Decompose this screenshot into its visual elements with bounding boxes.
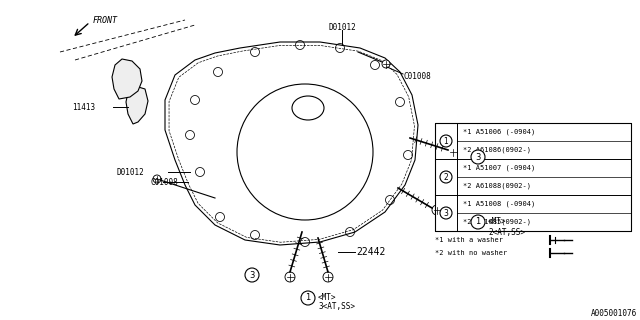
Circle shape — [153, 175, 161, 183]
Circle shape — [323, 272, 333, 282]
Text: C01008: C01008 — [403, 71, 431, 81]
Bar — [435, 123, 631, 231]
Circle shape — [382, 60, 390, 68]
Text: 11413: 11413 — [72, 102, 95, 111]
Circle shape — [440, 135, 452, 147]
Circle shape — [440, 207, 452, 219]
Text: FRONT: FRONT — [93, 15, 118, 25]
Text: *2 A61086(0902-): *2 A61086(0902-) — [463, 147, 531, 153]
Text: 2: 2 — [444, 172, 449, 181]
Text: <MT>: <MT> — [488, 218, 506, 227]
Text: 22442: 22442 — [356, 247, 385, 257]
Circle shape — [285, 272, 295, 282]
Text: D01012: D01012 — [328, 22, 356, 31]
Text: *2 A61085(0902-): *2 A61085(0902-) — [463, 219, 531, 225]
Polygon shape — [112, 59, 142, 99]
Text: *2 A61088(0902-): *2 A61088(0902-) — [463, 183, 531, 189]
Text: *1 with a washer: *1 with a washer — [435, 237, 503, 243]
Text: 3: 3 — [444, 209, 449, 218]
Text: *1 A51008 (-0904): *1 A51008 (-0904) — [463, 201, 535, 207]
Text: A005001076: A005001076 — [591, 309, 637, 318]
Text: 1: 1 — [444, 137, 449, 146]
Text: 3<AT,SS>: 3<AT,SS> — [318, 302, 355, 311]
Circle shape — [448, 147, 458, 157]
Text: 1: 1 — [476, 218, 481, 227]
Circle shape — [301, 291, 315, 305]
Circle shape — [471, 150, 485, 164]
Text: *2 with no washer: *2 with no washer — [435, 250, 508, 256]
Text: 1: 1 — [305, 293, 310, 302]
Text: D01012: D01012 — [116, 167, 144, 177]
Circle shape — [245, 268, 259, 282]
Text: 3: 3 — [250, 270, 255, 279]
Text: 2<AT,SS>: 2<AT,SS> — [488, 228, 525, 236]
Circle shape — [432, 205, 442, 215]
Text: C01008: C01008 — [150, 178, 178, 187]
Text: 3: 3 — [476, 153, 481, 162]
Text: *1 A51006 (-0904): *1 A51006 (-0904) — [463, 129, 535, 135]
Text: *1 A51007 (-0904): *1 A51007 (-0904) — [463, 165, 535, 171]
Circle shape — [440, 171, 452, 183]
Polygon shape — [126, 86, 148, 124]
Text: <MT>: <MT> — [318, 293, 337, 302]
Circle shape — [471, 215, 485, 229]
